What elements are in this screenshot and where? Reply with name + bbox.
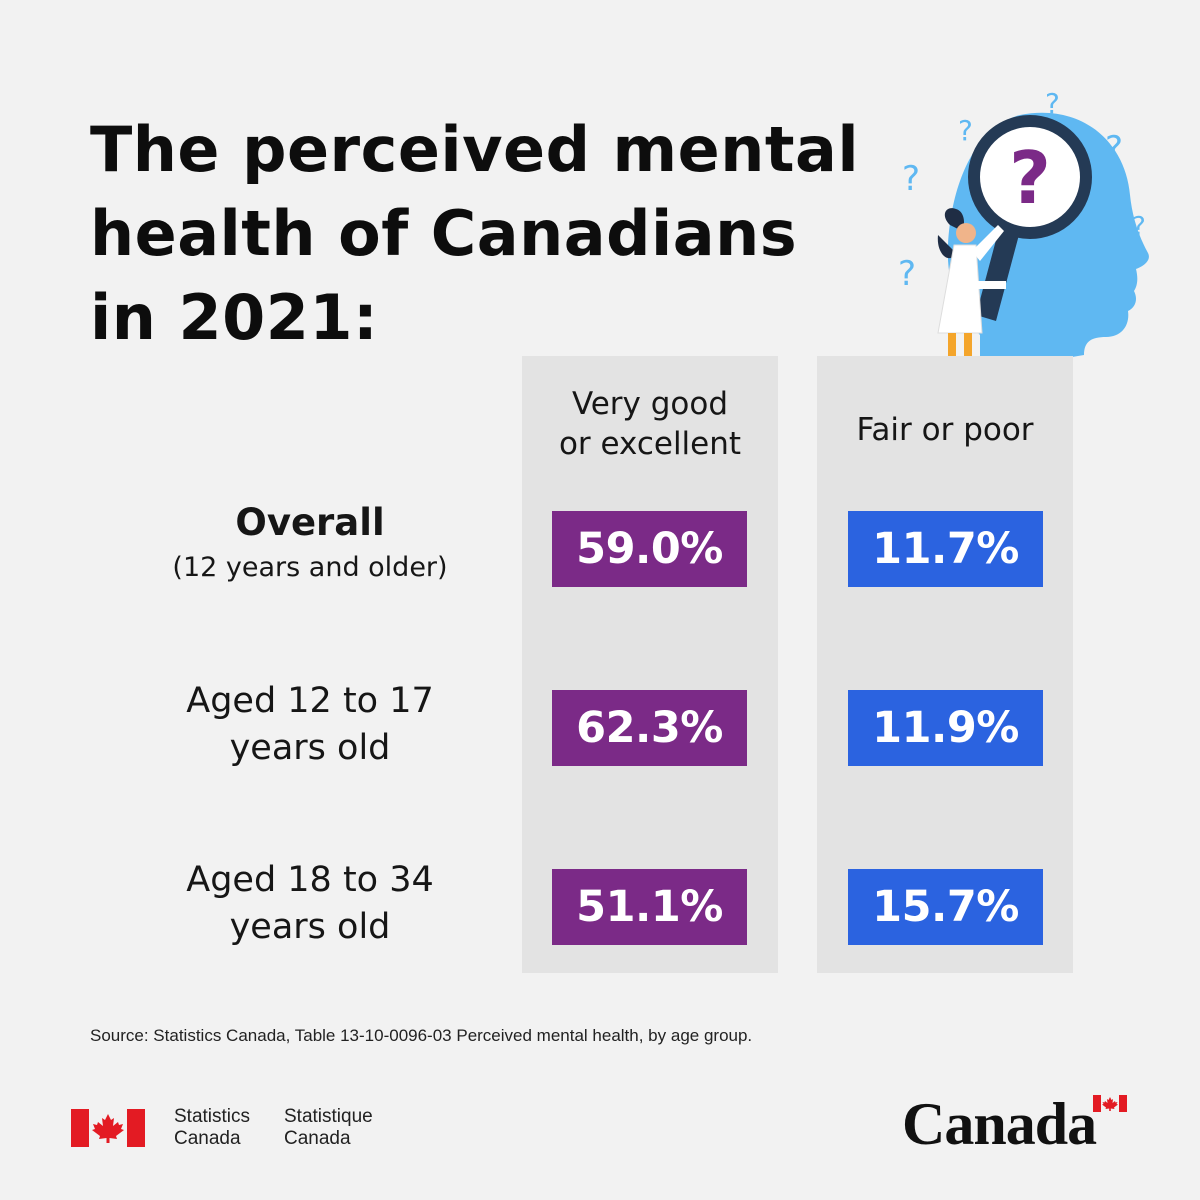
agency-line: Statistique: [284, 1106, 373, 1127]
source-note: Source: Statistics Canada, Table 13-10-0…: [90, 1026, 753, 1045]
agency-name-fr: Statistique Canada: [284, 1106, 373, 1150]
svg-text:?: ?: [1045, 87, 1060, 120]
value-12-17-fair-poor: 11.9%: [848, 690, 1043, 766]
row-label-18-34: Aged 18 to 34 years old: [110, 857, 510, 951]
agency-line: Statistics: [174, 1106, 251, 1127]
column-header-line: Fair or poor: [856, 412, 1034, 448]
row-label-line: Aged 18 to 34: [186, 860, 434, 900]
row-label-line: Overall: [235, 501, 385, 544]
question-mark-icon: ?: [1009, 136, 1051, 220]
row-label-line: years old: [229, 728, 391, 768]
value-18-34-fair-poor: 15.7%: [848, 869, 1043, 945]
agency-name-en: Statistics Canada: [174, 1106, 250, 1150]
row-label-line: Aged 12 to 17: [186, 681, 434, 721]
page-title: The perceived mental health of Canadians…: [90, 108, 860, 360]
wordmark-flag-icon: [1093, 1095, 1127, 1112]
column-header-line: Very good: [571, 386, 729, 422]
magnifier-icon: [968, 115, 1092, 239]
canada-flag-icon: [71, 1109, 145, 1147]
svg-text:?: ?: [1132, 212, 1146, 242]
canada-wordmark: Canada: [902, 1091, 1097, 1157]
column-header-line: or excellent: [558, 426, 742, 462]
row-label-overall: Overall (12 years and older): [110, 498, 510, 588]
agency-line: Canada: [284, 1128, 351, 1149]
title-line-3: in 2021:: [90, 281, 379, 354]
row-sub-label: (12 years and older): [172, 552, 448, 583]
magnifying-glass-head-illustration: ? ? ? ? ? ? ?: [898, 87, 1149, 385]
value-overall-fair-poor: 11.7%: [848, 511, 1043, 587]
row-label-12-17: Aged 12 to 17 years old: [110, 678, 510, 772]
svg-text:?: ?: [902, 159, 920, 199]
column-header-very-good: Very good or excellent: [522, 384, 778, 464]
column-header-fair-poor: Fair or poor: [817, 410, 1073, 450]
value-18-34-very-good: 51.1%: [552, 869, 747, 945]
title-line-1: The perceived mental: [90, 113, 860, 186]
woman-icon: [936, 208, 1006, 385]
value-overall-very-good: 59.0%: [552, 511, 747, 587]
svg-text:?: ?: [898, 254, 916, 294]
svg-text:?: ?: [1105, 129, 1123, 169]
title-line-2: health of Canadians: [90, 197, 798, 270]
agency-line: Canada: [174, 1128, 241, 1149]
svg-text:?: ?: [958, 114, 973, 147]
row-label-line: years old: [229, 907, 391, 947]
value-12-17-very-good: 62.3%: [552, 690, 747, 766]
